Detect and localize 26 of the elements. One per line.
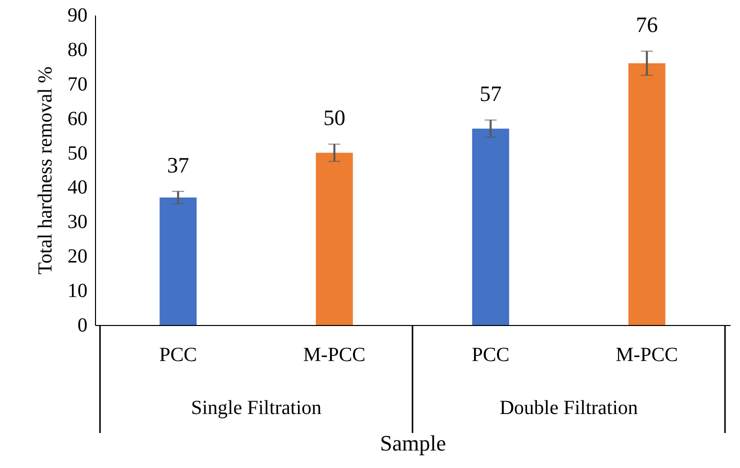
y-tick-label: 20 (68, 246, 88, 268)
bar (316, 152, 353, 325)
data-label: 50 (323, 105, 346, 130)
y-axis-title: Total hardness removal % (34, 66, 56, 274)
text: Single Filtration (190, 397, 322, 419)
y-tick-label: 90 (68, 4, 88, 26)
bar (160, 198, 197, 325)
x-tick-label: M-PCC (303, 344, 366, 366)
y-tick-label: 40 (68, 176, 88, 199)
y-tick-label: 70 (68, 73, 88, 96)
y-tick-label: 30 (68, 211, 88, 234)
y-tick-label: 10 (68, 280, 88, 302)
x-tick-label: PCC (472, 344, 510, 366)
x-tick-label: PCC (159, 344, 198, 366)
y-tick-label: 60 (68, 108, 88, 130)
bar (628, 63, 666, 325)
data-label: 37 (167, 152, 190, 178)
x-tick-label: M-PCC (616, 344, 678, 366)
text: Double Filtration (500, 397, 638, 419)
bar (472, 128, 510, 325)
data-label: 57 (480, 81, 502, 106)
y-tick-label: 50 (68, 142, 88, 164)
y-tick-label: 0 (78, 314, 88, 336)
data-label: 76 (636, 12, 658, 38)
y-tick-label: 80 (68, 38, 88, 61)
x-axis-title: Sample (380, 430, 446, 456)
